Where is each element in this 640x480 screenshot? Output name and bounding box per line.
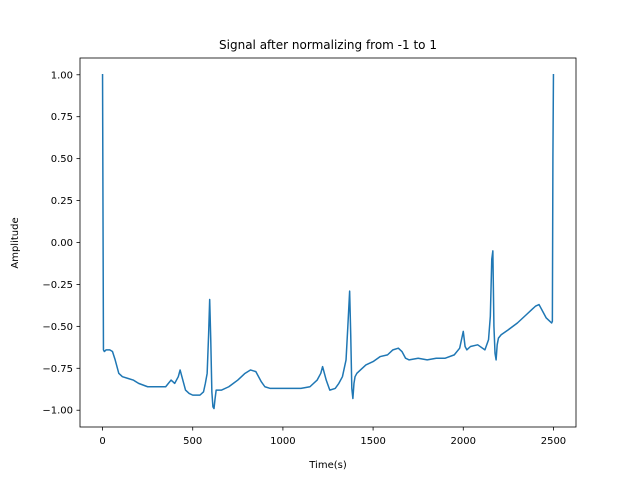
y-tick-label: 1.00 xyxy=(51,70,73,81)
y-tick-label: 0.25 xyxy=(51,196,73,207)
y-tick-label: −0.25 xyxy=(42,280,73,291)
plot-area xyxy=(80,58,576,427)
x-tick-label: 1500 xyxy=(360,436,385,447)
x-tick-label: 0 xyxy=(99,436,105,447)
series-line xyxy=(101,74,555,410)
plot-frame xyxy=(79,57,577,428)
x-tick-label: 500 xyxy=(183,436,202,447)
x-axis-label: Time(s) xyxy=(308,460,347,471)
y-axis-ticks: −1.00 −0.75 −0.50 −0.25 0.00 0.25 0.50 0.75 1.00 xyxy=(42,70,80,417)
x-axis-ticks: 0 500 1000 1500 2000 2500 xyxy=(99,427,566,447)
y-tick-label: 0.75 xyxy=(51,112,73,123)
y-tick-label: −0.75 xyxy=(42,364,73,375)
y-tick-label: 0.00 xyxy=(51,238,73,249)
x-tick-label: 2500 xyxy=(541,436,566,447)
y-tick-label: 0.50 xyxy=(51,154,73,165)
y-tick-label: −1.00 xyxy=(42,406,73,417)
y-axis-label: Amplitude xyxy=(10,217,21,268)
y-tick-label: −0.50 xyxy=(42,322,73,333)
chart-title: Signal after normalizing from -1 to 1 xyxy=(219,38,437,52)
x-tick-label: 1000 xyxy=(270,436,295,447)
x-tick-label: 2000 xyxy=(451,436,476,447)
